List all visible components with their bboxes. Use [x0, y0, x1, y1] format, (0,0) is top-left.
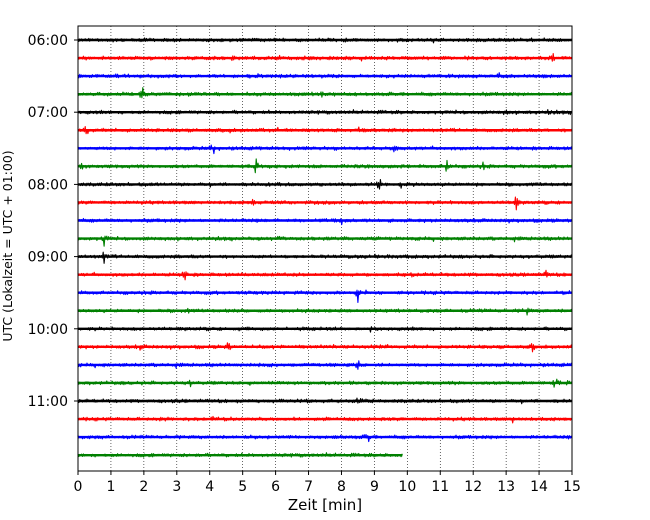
y-axis-label: UTC (Lokalzeit = UTC + 01:00) — [0, 150, 15, 341]
y-tick-label: 08:00 — [28, 177, 68, 193]
x-tick-label: 12 — [464, 479, 482, 495]
x-tick-label: 9 — [370, 479, 379, 495]
x-tick-label: 15 — [563, 479, 581, 495]
x-tick-label: 6 — [271, 479, 280, 495]
x-tick-label: 13 — [497, 479, 515, 495]
x-tick-label: 3 — [172, 479, 181, 495]
y-tick-label: 06:00 — [28, 33, 68, 49]
x-tick-label: 2 — [139, 479, 148, 495]
y-tick-label: 07:00 — [28, 105, 68, 121]
x-tick-label: 5 — [238, 479, 247, 495]
x-tick-label: 7 — [304, 479, 313, 495]
x-tick-label: 4 — [205, 479, 214, 495]
y-tick-label: 11:00 — [28, 394, 68, 410]
x-tick-label: 14 — [530, 479, 548, 495]
plot-frame — [77, 25, 573, 472]
y-tick-label: 10:00 — [28, 322, 68, 338]
grid-lines — [110, 26, 540, 471]
x-tick-label: 8 — [337, 479, 346, 495]
y-ticks: 06:00 07:00 08:00 09:00 10:00 11:00 — [28, 33, 78, 410]
trace-group — [77, 37, 573, 458]
x-tick-label: 0 — [74, 479, 83, 495]
x-tick-label: 1 — [106, 479, 115, 495]
x-axis-label: Zeit [min] — [288, 496, 362, 514]
y-tick-label: 09:00 — [28, 250, 68, 266]
x-ticks: 0 1 2 3 4 5 6 7 8 9 10 11 12 13 14 15 — [74, 471, 581, 495]
x-tick-label: 10 — [398, 479, 416, 495]
x-tick-label: 11 — [431, 479, 449, 495]
